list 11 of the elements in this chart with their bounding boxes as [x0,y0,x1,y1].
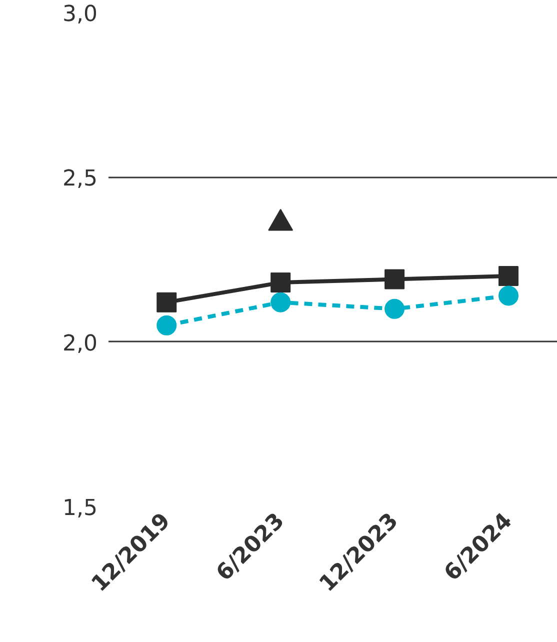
point [384,269,405,290]
y-tick-label: 3,0 [62,2,98,27]
y-tick-label: 2,5 [62,166,98,192]
point [270,292,291,312]
point [498,266,518,286]
point [156,315,177,336]
point [384,298,405,319]
y-tick-label: 2,0 [62,331,98,356]
point [270,272,291,293]
point [156,292,177,312]
point [498,286,518,306]
